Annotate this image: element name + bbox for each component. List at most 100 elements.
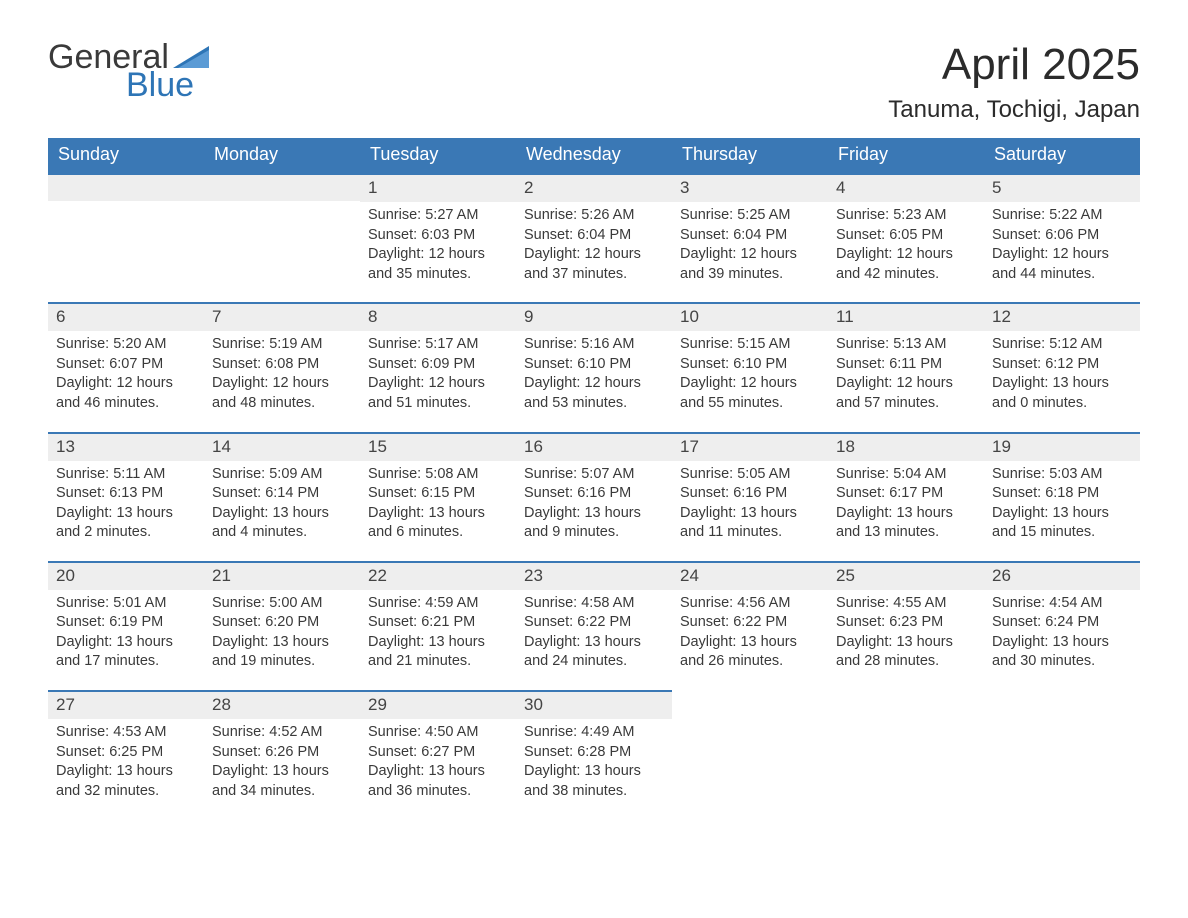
sunrise-line: Sunrise: 5:07 AM xyxy=(524,465,664,485)
flag-icon xyxy=(173,46,209,68)
daylight-line: Daylight: 12 hours and 39 minutes. xyxy=(680,245,820,284)
day-cell xyxy=(204,173,360,302)
day-number: 9 xyxy=(516,302,672,331)
day-cell: 17Sunrise: 5:05 AMSunset: 6:16 PMDayligh… xyxy=(672,432,828,561)
day-number: 28 xyxy=(204,690,360,719)
daylight-line: Daylight: 12 hours and 42 minutes. xyxy=(836,245,976,284)
daylight-line: Daylight: 13 hours and 17 minutes. xyxy=(56,633,196,672)
sunrise-line: Sunrise: 5:27 AM xyxy=(368,206,508,226)
sunset-line: Sunset: 6:19 PM xyxy=(56,613,196,633)
day-header: Friday xyxy=(828,138,984,173)
sunrise-line: Sunrise: 5:26 AM xyxy=(524,206,664,226)
day-header: Tuesday xyxy=(360,138,516,173)
empty-day xyxy=(204,173,360,201)
day-cell: 6Sunrise: 5:20 AMSunset: 6:07 PMDaylight… xyxy=(48,302,204,431)
day-cell xyxy=(48,173,204,302)
day-cell xyxy=(828,690,984,819)
daylight-line: Daylight: 12 hours and 55 minutes. xyxy=(680,374,820,413)
daylight-line: Daylight: 13 hours and 34 minutes. xyxy=(212,762,352,801)
day-number: 8 xyxy=(360,302,516,331)
empty-day xyxy=(48,173,204,201)
day-details: Sunrise: 4:50 AMSunset: 6:27 PMDaylight:… xyxy=(360,719,516,811)
daylight-line: Daylight: 13 hours and 4 minutes. xyxy=(212,504,352,543)
day-number: 23 xyxy=(516,561,672,590)
daylight-line: Daylight: 13 hours and 0 minutes. xyxy=(992,374,1132,413)
sunset-line: Sunset: 6:13 PM xyxy=(56,484,196,504)
day-cell: 23Sunrise: 4:58 AMSunset: 6:22 PMDayligh… xyxy=(516,561,672,690)
day-cell: 20Sunrise: 5:01 AMSunset: 6:19 PMDayligh… xyxy=(48,561,204,690)
daylight-line: Daylight: 12 hours and 44 minutes. xyxy=(992,245,1132,284)
day-number: 15 xyxy=(360,432,516,461)
sunrise-line: Sunrise: 5:03 AM xyxy=(992,465,1132,485)
day-cell: 25Sunrise: 4:55 AMSunset: 6:23 PMDayligh… xyxy=(828,561,984,690)
day-number: 20 xyxy=(48,561,204,590)
sunset-line: Sunset: 6:18 PM xyxy=(992,484,1132,504)
day-header: Thursday xyxy=(672,138,828,173)
day-details: Sunrise: 5:22 AMSunset: 6:06 PMDaylight:… xyxy=(984,202,1140,294)
day-cell: 27Sunrise: 4:53 AMSunset: 6:25 PMDayligh… xyxy=(48,690,204,819)
sunset-line: Sunset: 6:05 PM xyxy=(836,226,976,246)
sunset-line: Sunset: 6:03 PM xyxy=(368,226,508,246)
sunrise-line: Sunrise: 5:11 AM xyxy=(56,465,196,485)
sunrise-line: Sunrise: 4:53 AM xyxy=(56,723,196,743)
daylight-line: Daylight: 13 hours and 9 minutes. xyxy=(524,504,664,543)
day-details: Sunrise: 5:11 AMSunset: 6:13 PMDaylight:… xyxy=(48,461,204,553)
day-cell: 3Sunrise: 5:25 AMSunset: 6:04 PMDaylight… xyxy=(672,173,828,302)
day-details: Sunrise: 5:16 AMSunset: 6:10 PMDaylight:… xyxy=(516,331,672,423)
daylight-line: Daylight: 12 hours and 35 minutes. xyxy=(368,245,508,284)
sunrise-line: Sunrise: 5:08 AM xyxy=(368,465,508,485)
sunset-line: Sunset: 6:12 PM xyxy=(992,355,1132,375)
day-details: Sunrise: 4:55 AMSunset: 6:23 PMDaylight:… xyxy=(828,590,984,682)
sunrise-line: Sunrise: 4:55 AM xyxy=(836,594,976,614)
day-number: 25 xyxy=(828,561,984,590)
day-cell: 22Sunrise: 4:59 AMSunset: 6:21 PMDayligh… xyxy=(360,561,516,690)
day-details: Sunrise: 5:03 AMSunset: 6:18 PMDaylight:… xyxy=(984,461,1140,553)
day-cell xyxy=(984,690,1140,819)
day-cell: 4Sunrise: 5:23 AMSunset: 6:05 PMDaylight… xyxy=(828,173,984,302)
day-details: Sunrise: 5:08 AMSunset: 6:15 PMDaylight:… xyxy=(360,461,516,553)
daylight-line: Daylight: 13 hours and 28 minutes. xyxy=(836,633,976,672)
sunrise-line: Sunrise: 5:00 AM xyxy=(212,594,352,614)
day-cell: 18Sunrise: 5:04 AMSunset: 6:17 PMDayligh… xyxy=(828,432,984,561)
sunrise-line: Sunrise: 5:12 AM xyxy=(992,335,1132,355)
day-details: Sunrise: 4:59 AMSunset: 6:21 PMDaylight:… xyxy=(360,590,516,682)
sunrise-line: Sunrise: 4:59 AM xyxy=(368,594,508,614)
daylight-line: Daylight: 13 hours and 15 minutes. xyxy=(992,504,1132,543)
sunrise-line: Sunrise: 4:58 AM xyxy=(524,594,664,614)
sunrise-line: Sunrise: 5:23 AM xyxy=(836,206,976,226)
day-details: Sunrise: 4:54 AMSunset: 6:24 PMDaylight:… xyxy=(984,590,1140,682)
day-header: Wednesday xyxy=(516,138,672,173)
sunset-line: Sunset: 6:28 PM xyxy=(524,743,664,763)
logo: General Blue xyxy=(48,40,209,102)
sunrise-line: Sunrise: 5:15 AM xyxy=(680,335,820,355)
daylight-line: Daylight: 13 hours and 32 minutes. xyxy=(56,762,196,801)
calendar-table: SundayMondayTuesdayWednesdayThursdayFrid… xyxy=(48,138,1140,819)
day-details: Sunrise: 5:19 AMSunset: 6:08 PMDaylight:… xyxy=(204,331,360,423)
day-number: 17 xyxy=(672,432,828,461)
sunrise-line: Sunrise: 5:01 AM xyxy=(56,594,196,614)
sunrise-line: Sunrise: 5:09 AM xyxy=(212,465,352,485)
day-header: Sunday xyxy=(48,138,204,173)
sunrise-line: Sunrise: 5:20 AM xyxy=(56,335,196,355)
sunset-line: Sunset: 6:24 PM xyxy=(992,613,1132,633)
sunrise-line: Sunrise: 4:54 AM xyxy=(992,594,1132,614)
sunset-line: Sunset: 6:16 PM xyxy=(680,484,820,504)
sunset-line: Sunset: 6:11 PM xyxy=(836,355,976,375)
day-cell: 19Sunrise: 5:03 AMSunset: 6:18 PMDayligh… xyxy=(984,432,1140,561)
day-header-row: SundayMondayTuesdayWednesdayThursdayFrid… xyxy=(48,138,1140,173)
day-details: Sunrise: 4:52 AMSunset: 6:26 PMDaylight:… xyxy=(204,719,360,811)
daylight-line: Daylight: 13 hours and 24 minutes. xyxy=(524,633,664,672)
day-cell: 30Sunrise: 4:49 AMSunset: 6:28 PMDayligh… xyxy=(516,690,672,819)
day-details: Sunrise: 5:01 AMSunset: 6:19 PMDaylight:… xyxy=(48,590,204,682)
daylight-line: Daylight: 13 hours and 2 minutes. xyxy=(56,504,196,543)
sunset-line: Sunset: 6:15 PM xyxy=(368,484,508,504)
daylight-line: Daylight: 12 hours and 53 minutes. xyxy=(524,374,664,413)
day-details: Sunrise: 5:25 AMSunset: 6:04 PMDaylight:… xyxy=(672,202,828,294)
day-details: Sunrise: 4:53 AMSunset: 6:25 PMDaylight:… xyxy=(48,719,204,811)
day-header: Saturday xyxy=(984,138,1140,173)
day-number: 14 xyxy=(204,432,360,461)
day-details: Sunrise: 5:15 AMSunset: 6:10 PMDaylight:… xyxy=(672,331,828,423)
sunset-line: Sunset: 6:20 PM xyxy=(212,613,352,633)
sunset-line: Sunset: 6:10 PM xyxy=(524,355,664,375)
day-details: Sunrise: 4:58 AMSunset: 6:22 PMDaylight:… xyxy=(516,590,672,682)
